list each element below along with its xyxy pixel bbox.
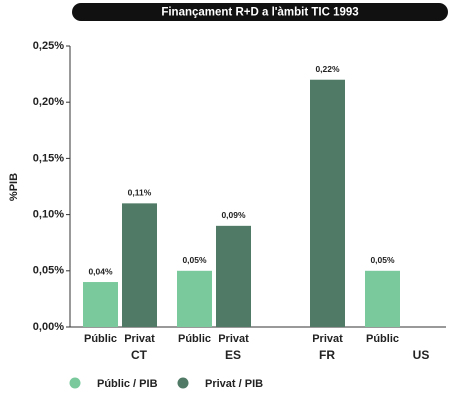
bar	[122, 203, 157, 327]
legend-label: Públic / PIB	[97, 378, 158, 390]
bar-label: Privat	[312, 333, 343, 345]
chart-title: Finançament R+D a l'àmbit TIC 1993	[161, 7, 358, 19]
y-tick-label: 0,15%	[33, 152, 64, 164]
title-banner	[72, 3, 448, 21]
y-tick-label: 0,05%	[33, 265, 64, 277]
bar	[310, 79, 345, 327]
bar-label: Públic	[84, 333, 117, 345]
y-tick-label: 0,00%	[33, 321, 64, 333]
value-label: 0,05%	[370, 255, 395, 265]
legend-marker	[177, 377, 189, 389]
x-tick-label: CT	[131, 348, 148, 362]
value-label: 0,11%	[128, 188, 152, 198]
value-label: 0,22%	[315, 64, 340, 74]
y-tick-label: 0,20%	[33, 96, 64, 108]
value-label: 0,09%	[221, 210, 246, 220]
value-label: 0,04%	[88, 266, 113, 276]
bar-label: Públic	[178, 333, 211, 345]
bar-label: Privat	[218, 333, 249, 345]
bar	[365, 270, 400, 327]
y-axis-label: %PIB	[8, 173, 20, 201]
y-tick-label: 0,25%	[33, 40, 64, 52]
bar-label: Privat	[124, 333, 155, 345]
bar	[177, 270, 212, 327]
x-tick-label: FR	[319, 348, 335, 362]
x-tick-label: US	[413, 348, 430, 362]
legend-label: Privat / PIB	[205, 378, 263, 390]
bar	[83, 282, 118, 327]
value-label: 0,05%	[182, 255, 207, 265]
y-tick-label: 0,10%	[33, 209, 64, 221]
legend-marker	[69, 377, 81, 389]
bar-label: Públic	[366, 333, 399, 345]
x-tick-label: ES	[225, 348, 241, 362]
bar	[216, 225, 251, 327]
